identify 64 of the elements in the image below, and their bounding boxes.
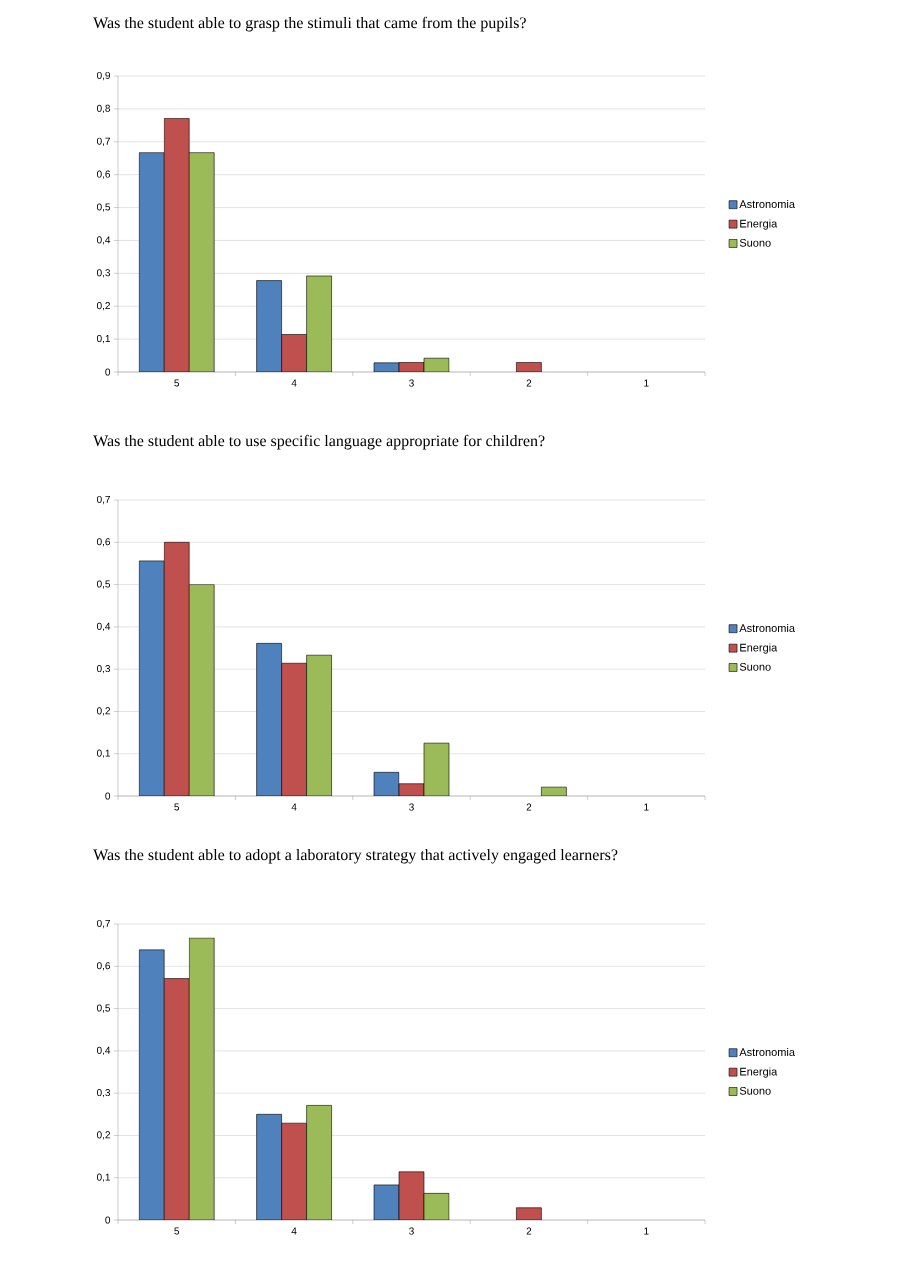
x-tick-label: 3 (409, 1227, 414, 1235)
y-tick-label: 0,3 (96, 269, 111, 278)
legend-label: Energia (740, 643, 778, 654)
y-tick-label: 0,8 (96, 104, 111, 114)
x-tick-label: 4 (291, 1227, 297, 1235)
bar (281, 662, 307, 797)
x-tick-label: 5 (174, 1227, 180, 1235)
y-tick-label: 0,6 (96, 170, 111, 179)
legend-label: Astronomia (739, 1047, 795, 1057)
y-tick-label: 0,2 (96, 302, 110, 311)
x-tick-label: 4 (291, 803, 297, 811)
chart-title: Was the student able to adopt a laboratory strategy that actively engaged learners? (93, 848, 618, 864)
chart-title: Was the student able to use specific language appropriate for children? (93, 434, 545, 450)
bar (138, 152, 165, 373)
bar (138, 949, 165, 1221)
bar (516, 1207, 542, 1221)
y-tick-label: 0,7 (96, 137, 110, 146)
legend-label: Astronomia (739, 623, 795, 633)
y-tick-label: 0 (105, 792, 111, 800)
x-tick-label: 1 (644, 1227, 649, 1235)
legend-label: Suono (739, 662, 771, 671)
y-tick-label: 0,9 (96, 71, 110, 81)
bar (163, 542, 190, 797)
y-tick-label: 0,4 (96, 622, 111, 632)
legend-label: Energia (740, 219, 778, 230)
y-tick-label: 0 (105, 368, 111, 376)
y-tick-label: 0,2 (96, 1131, 110, 1140)
x-tick-label: 3 (409, 803, 414, 811)
y-tick-label: 0,1 (96, 334, 110, 344)
x-tick-label: 1 (644, 379, 649, 387)
bar (541, 786, 567, 797)
legend-label: Suono (739, 1086, 771, 1095)
y-tick-label: 0,7 (96, 495, 110, 505)
y-tick-label: 0,6 (96, 538, 111, 547)
bar (516, 362, 542, 373)
chart-title: Was the student able to grasp the stimuli that came from the pupils? (93, 16, 526, 32)
y-tick-label: 0,5 (96, 1004, 111, 1013)
x-tick-label: 5 (174, 803, 180, 811)
x-tick-label: 5 (174, 379, 180, 387)
bar (256, 1114, 282, 1221)
y-tick-label: 0,3 (96, 665, 111, 674)
bar (256, 280, 282, 373)
y-tick-label: 0,7 (96, 919, 110, 929)
bar (188, 152, 215, 373)
y-tick-label: 0,1 (96, 1173, 110, 1182)
x-tick-label: 2 (526, 1227, 532, 1235)
x-tick-label: 2 (526, 803, 532, 811)
bar (306, 275, 332, 373)
y-tick-label: 0,6 (96, 962, 111, 971)
y-tick-label: 0,1 (96, 749, 110, 758)
y-tick-label: 0,4 (96, 236, 111, 245)
y-tick-label: 0,5 (96, 580, 111, 589)
x-tick-label: 4 (291, 379, 297, 387)
x-tick-label: 3 (409, 379, 414, 387)
y-tick-label: 0,5 (96, 203, 111, 212)
legend-label: Energia (740, 1067, 778, 1078)
y-tick-label: 0,2 (96, 707, 110, 716)
y-tick-label: 0,4 (96, 1046, 111, 1056)
y-tick-label: 0 (105, 1216, 111, 1224)
legend-label: Astronomia (739, 199, 795, 209)
y-tick-label: 0,3 (96, 1089, 111, 1098)
legend-label: Suono (739, 238, 771, 247)
x-tick-label: 2 (526, 379, 532, 387)
x-tick-label: 1 (644, 803, 649, 811)
